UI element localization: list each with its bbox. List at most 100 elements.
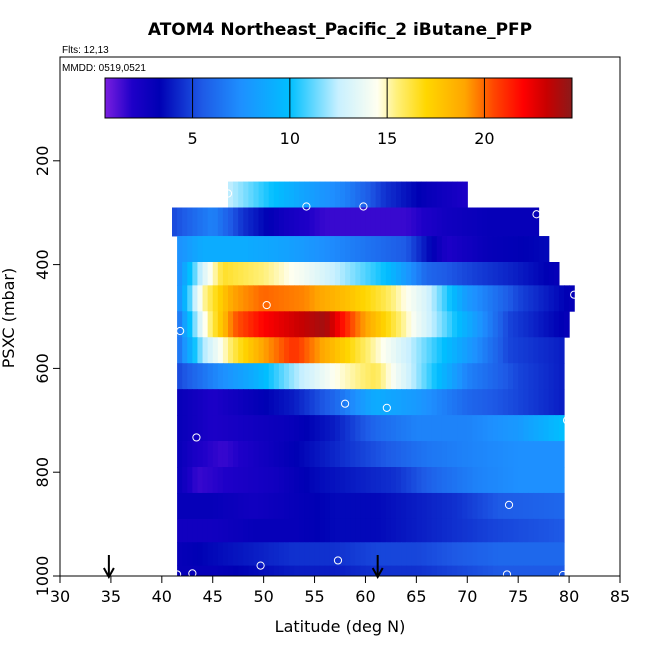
heatmap-cell	[441, 311, 448, 338]
heatmap-cell	[558, 467, 565, 494]
heatmap-cell	[197, 262, 204, 286]
heatmap-cell	[396, 236, 402, 263]
heatmap-cell	[528, 518, 535, 543]
heatmap-cell	[508, 415, 514, 442]
heatmap-cell	[518, 441, 524, 468]
heatmap-cell	[518, 518, 524, 543]
heatmap-cell	[406, 311, 412, 338]
heatmap-cell	[548, 565, 555, 577]
heatmap-cell	[177, 389, 183, 416]
heatmap-cell	[268, 492, 275, 520]
heatmap-cell	[421, 441, 428, 468]
heatmap-cell	[492, 285, 499, 312]
heatmap-cell	[319, 492, 326, 520]
heatmap-cell	[273, 389, 280, 416]
heatmap-cell	[416, 337, 423, 364]
heatmap-cell	[477, 262, 484, 286]
heatmap-cell	[538, 518, 545, 543]
heatmap-cell	[304, 285, 311, 312]
heatmap-cell	[289, 181, 295, 208]
heatmap-cell	[497, 262, 504, 286]
heatmap-cell	[513, 415, 519, 442]
x-axis-ticks: 30 35 40 45 50 55 60 65 70 75 80 85	[50, 576, 630, 606]
heatmap-cell	[421, 467, 428, 494]
heatmap-cell	[345, 337, 351, 364]
heatmap-cell	[462, 363, 468, 390]
heatmap-cell	[426, 262, 433, 286]
heatmap-cell	[426, 311, 433, 338]
heatmap-cell	[528, 236, 535, 263]
heatmap-cell	[268, 262, 275, 286]
heatmap-cell	[243, 236, 249, 263]
heatmap-cell	[263, 467, 270, 494]
heatmap-cell	[334, 518, 341, 543]
heatmap-cell	[309, 542, 316, 567]
heatmap-cell	[390, 207, 397, 237]
heatmap-cell	[319, 236, 326, 263]
x-tick-label: 65	[406, 587, 426, 606]
heatmap-cell	[340, 542, 346, 567]
heatmap-cell	[396, 262, 402, 286]
heatmap-cell	[502, 285, 509, 312]
heatmap-cell	[334, 181, 341, 208]
heatmap-cell	[248, 492, 255, 520]
heatmap-cell	[406, 363, 412, 390]
heatmap-cell	[212, 467, 219, 494]
heatmap-cell	[263, 542, 270, 567]
heatmap-cell	[390, 311, 397, 338]
heatmap-cell	[284, 518, 290, 543]
heatmap-cell	[385, 565, 392, 577]
plot-frame	[59, 56, 621, 577]
heatmap-cell	[487, 207, 494, 237]
heatmap-cell	[452, 565, 458, 577]
heatmap-cell	[416, 311, 423, 338]
heatmap-cell	[350, 441, 356, 468]
heatmap-cell	[548, 337, 555, 364]
heatmap-cell	[258, 467, 265, 494]
heatmap-cell	[543, 492, 550, 520]
heatmap-cell	[528, 389, 535, 416]
heatmap-cell	[329, 236, 336, 263]
heatmap-cell	[401, 207, 407, 237]
heatmap-cell	[233, 565, 239, 577]
flight-arrow-head	[102, 567, 115, 580]
heatmap-cell	[228, 262, 234, 286]
heatmap-cell	[299, 389, 305, 416]
heatmap-cell	[558, 492, 565, 520]
heatmap-cell	[457, 518, 463, 543]
heatmap-cell	[222, 389, 229, 416]
heatmap-cell	[324, 415, 331, 442]
heatmap-cell	[518, 467, 524, 494]
heatmap-cell	[431, 542, 438, 567]
heatmap-cell	[340, 285, 346, 312]
heatmap-cell	[243, 285, 249, 312]
heatmap-cell	[197, 441, 204, 468]
heatmap-cell	[406, 492, 412, 520]
heatmap-cell	[390, 467, 397, 494]
heatmap-cell	[202, 337, 209, 364]
heatmap-cell	[365, 565, 372, 577]
heatmap-cell	[350, 542, 356, 567]
heatmap-cell	[233, 415, 239, 442]
heatmap-cell	[416, 467, 423, 494]
heatmap-cell	[370, 467, 377, 494]
heatmap-cell	[426, 441, 433, 468]
heatmap-cell	[212, 337, 219, 364]
heatmap-cell	[421, 492, 428, 520]
heatmap-cell	[370, 337, 377, 364]
heatmap-cell	[228, 207, 234, 237]
heatmap-cell	[329, 389, 336, 416]
heatmap-cell	[345, 565, 351, 577]
heatmap-cell	[324, 311, 331, 338]
heatmap-cell	[263, 337, 270, 364]
heatmap-cell	[406, 542, 412, 567]
heatmap-cell	[350, 415, 356, 442]
heatmap-cell	[284, 207, 290, 237]
heatmap-cell	[553, 337, 560, 364]
heatmap-cell	[401, 285, 407, 312]
heatmap-cell	[187, 285, 193, 312]
heatmap-cell	[385, 181, 392, 208]
heatmap-cell	[441, 262, 448, 286]
heatmap-cell	[492, 542, 499, 567]
heatmap-cell	[299, 207, 305, 237]
